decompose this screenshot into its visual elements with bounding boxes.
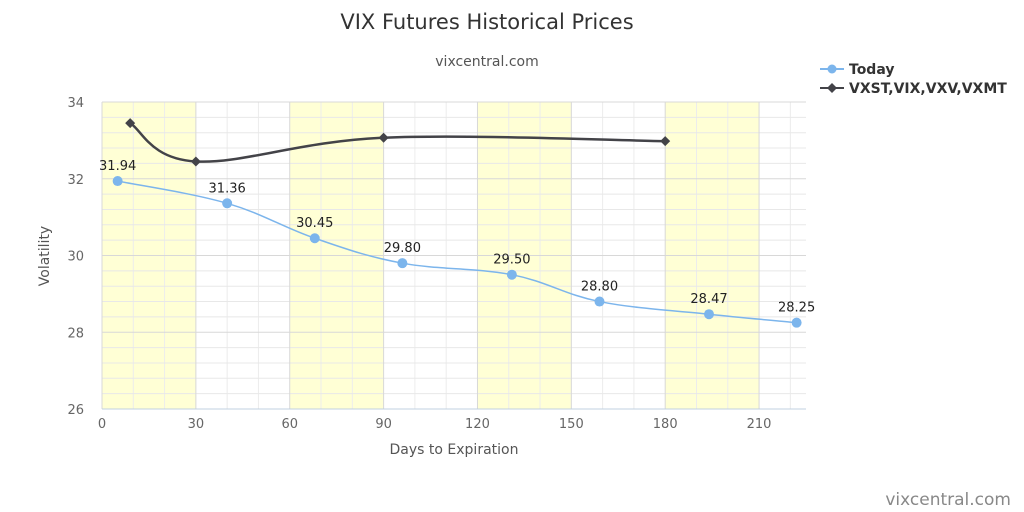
data-label-today: 31.36 bbox=[209, 181, 246, 196]
y-tick-label: 34 bbox=[67, 96, 84, 111]
credits-link[interactable]: vixcentral.com bbox=[885, 490, 1011, 510]
data-label-today: 30.45 bbox=[296, 216, 333, 231]
data-label-today: 29.50 bbox=[493, 253, 530, 268]
x-tick-label: 180 bbox=[653, 417, 678, 432]
y-tick-label: 32 bbox=[67, 173, 84, 188]
legend-item-today[interactable]: Today bbox=[820, 62, 894, 78]
data-label-today: 28.80 bbox=[581, 280, 618, 295]
y-tick-label: 26 bbox=[67, 403, 84, 418]
data-label-today: 28.47 bbox=[690, 292, 727, 307]
x-tick-label: 120 bbox=[465, 417, 490, 432]
data-point-today bbox=[791, 317, 802, 328]
data-point-term-structure bbox=[125, 118, 136, 129]
legend-item-term-structure[interactable]: VXST,VIX,VXV,VXMT bbox=[820, 81, 1007, 97]
x-axis-title: Days to Expiration bbox=[390, 442, 519, 458]
grid-lines bbox=[101, 101, 806, 410]
x-tick-label: 90 bbox=[375, 417, 392, 432]
x-tick-label: 150 bbox=[559, 417, 584, 432]
series-line-term-structure bbox=[129, 122, 666, 163]
data-point-today bbox=[704, 309, 715, 320]
legend-label-today: Today bbox=[849, 62, 894, 78]
data-labels: 31.94 31.36 30.45 29.80 29.50 28.80 28.47 28.25 bbox=[99, 159, 815, 316]
data-point-today bbox=[112, 176, 123, 187]
axes: 0 30 60 90 120 150 180 210 26 28 30 32 34 bbox=[67, 96, 806, 432]
y-axis-title: Volatility bbox=[37, 226, 53, 286]
data-point-today bbox=[397, 258, 408, 269]
legend[interactable]: Today VXST,VIX,VXV,VXMT bbox=[820, 62, 1007, 97]
legend-marker-today bbox=[827, 64, 837, 74]
data-label-today: 31.94 bbox=[99, 159, 136, 174]
data-label-today: 28.25 bbox=[778, 301, 815, 316]
series-layer bbox=[112, 118, 802, 328]
data-point-term-structure bbox=[190, 156, 201, 167]
y-tick-label: 28 bbox=[67, 326, 84, 341]
x-tick-label: 30 bbox=[188, 417, 205, 432]
data-point-today bbox=[222, 198, 233, 209]
data-point-today bbox=[506, 269, 517, 280]
data-point-today bbox=[594, 296, 605, 307]
chart-subtitle: vixcentral.com bbox=[435, 54, 538, 70]
chart-title: VIX Futures Historical Prices bbox=[340, 10, 633, 34]
data-point-term-structure bbox=[660, 136, 671, 147]
x-tick-label: 60 bbox=[281, 417, 298, 432]
x-tick-label: 0 bbox=[98, 417, 106, 432]
data-point-today bbox=[309, 233, 320, 244]
series-line-today bbox=[117, 180, 797, 324]
x-tick-label: 210 bbox=[747, 417, 772, 432]
y-tick-label: 30 bbox=[67, 250, 84, 265]
legend-label-term-structure: VXST,VIX,VXV,VXMT bbox=[849, 81, 1007, 97]
legend-marker-term-structure bbox=[827, 83, 837, 93]
data-point-term-structure bbox=[378, 132, 389, 143]
data-label-today: 29.80 bbox=[384, 241, 421, 256]
